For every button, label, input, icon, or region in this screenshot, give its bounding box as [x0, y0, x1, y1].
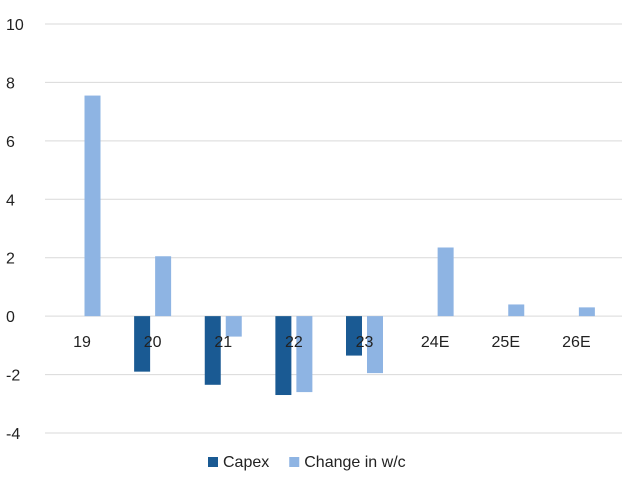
bar-change-in-w-c-22: [296, 316, 313, 393]
bar-capex-22: [275, 316, 292, 396]
legend-label: Capex: [223, 454, 269, 471]
x-tick-label: 21: [214, 334, 232, 351]
y-tick-label: 0: [6, 309, 15, 326]
x-tick-label: 25E: [492, 334, 520, 351]
y-tick-label: 4: [6, 192, 15, 209]
y-axis-tick-labels: 10 8 6 4 2 0 -2 -4: [6, 17, 24, 443]
x-tick-label: 20: [144, 334, 162, 351]
bar-change-in-w-c-24e: [437, 247, 454, 317]
bar-change-in-w-c-21: [225, 316, 242, 337]
x-tick-label: 22: [285, 334, 303, 351]
x-tick-label: 26E: [562, 334, 590, 351]
gridlines: [45, 23, 622, 434]
bar-capex-21: [204, 316, 221, 385]
bar-change-in-w-c-20: [155, 256, 172, 317]
x-axis-tick-labels: 19 20 21 22 23 24E 25E 26E: [73, 334, 591, 351]
bar-change-in-w-c-26e: [578, 307, 595, 317]
bar-capex-20: [134, 316, 151, 372]
x-tick-label: 24E: [421, 334, 449, 351]
y-tick-label: 6: [6, 134, 15, 151]
x-tick-label: 19: [73, 334, 91, 351]
y-tick-label: 2: [6, 251, 15, 268]
y-tick-label: -2: [6, 368, 20, 385]
bar-capex-23: [346, 316, 362, 356]
y-tick-label: -4: [6, 426, 20, 443]
y-tick-label: 10: [6, 17, 24, 34]
legend-swatch: [208, 457, 218, 467]
bar-change-in-w-c-19: [84, 95, 101, 317]
legend-label: Change in w/c: [304, 454, 405, 471]
x-tick-label: 23: [356, 334, 374, 351]
y-tick-label: 8: [6, 75, 15, 92]
bar-change-in-w-c-25e: [508, 304, 525, 317]
legend-swatch: [289, 457, 300, 467]
bar-change-in-w-c-23: [367, 316, 383, 374]
legend: Capex Change in w/c: [208, 454, 406, 471]
bars: [84, 95, 595, 396]
